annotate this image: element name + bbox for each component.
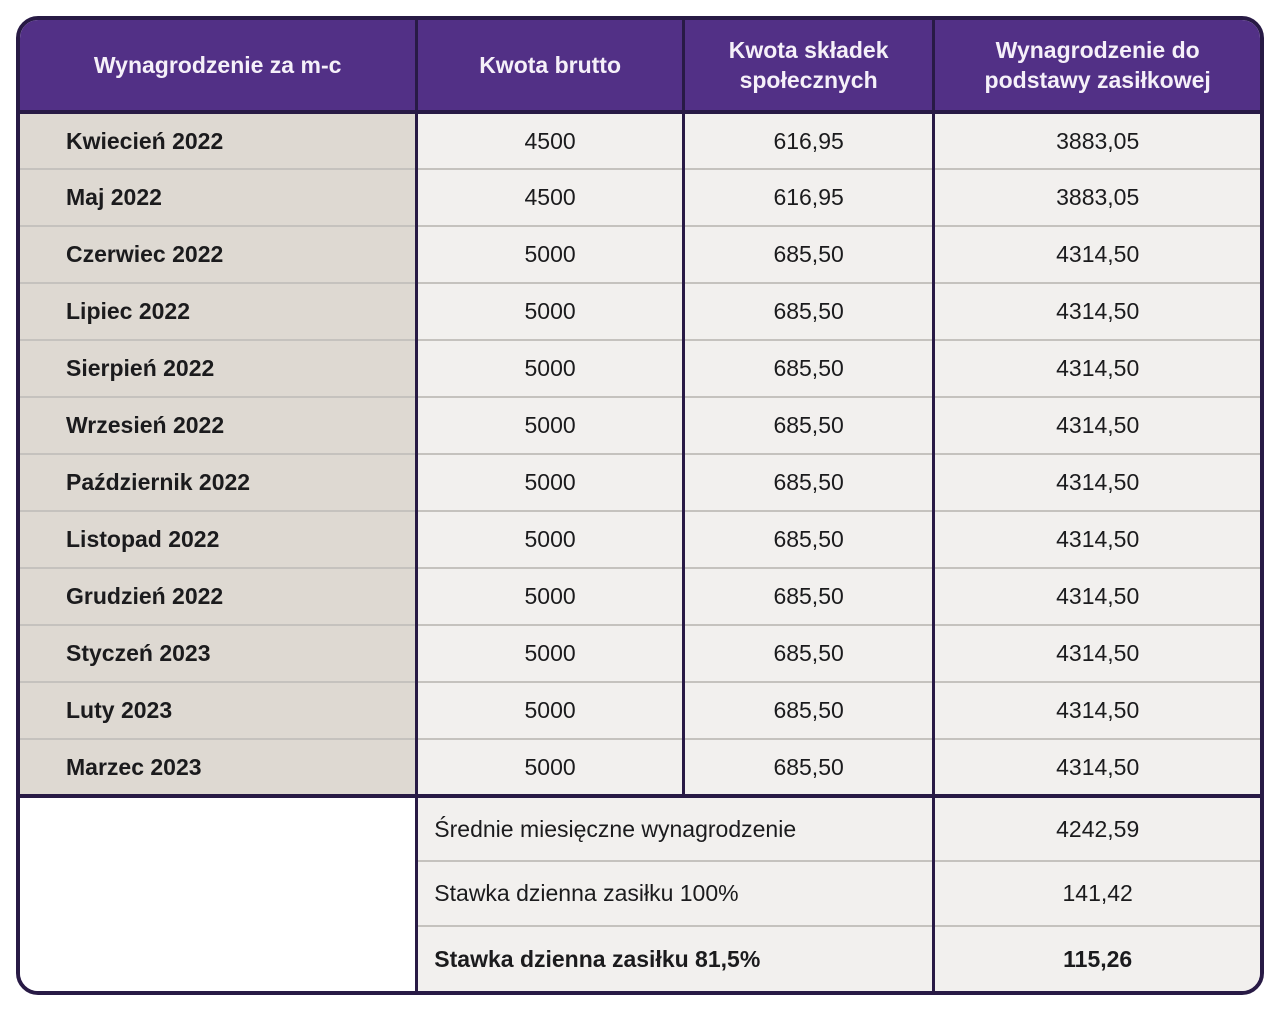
month-cell: Czerwiec 2022 <box>20 225 417 283</box>
gross-amount-cell: 5000 <box>415 624 684 682</box>
month-cell: Wrzesień 2022 <box>20 396 417 454</box>
table-row: Wrzesień 2022 5000 685,50 4314,50 <box>20 396 1260 454</box>
benefit-base-cell: 4314,50 <box>932 567 1260 625</box>
column-header-social-contributions: Kwota składek społecznych <box>681 20 934 114</box>
month-cell: Luty 2023 <box>20 681 417 739</box>
benefit-base-cell: 4314,50 <box>932 339 1260 397</box>
table-body: Kwiecień 2022 4500 616,95 3883,05 Maj 20… <box>20 112 1260 796</box>
gross-amount-cell: 5000 <box>415 339 684 397</box>
benefit-base-cell: 4314,50 <box>932 624 1260 682</box>
social-contributions-cell: 685,50 <box>681 567 934 625</box>
benefit-base-cell: 4314,50 <box>932 225 1260 283</box>
month-cell: Październik 2022 <box>20 453 417 511</box>
table-row: Lipiec 2022 5000 685,50 4314,50 <box>20 282 1260 340</box>
summary-body: Średnie miesięczne wynagrodzenie 4242,59… <box>20 794 1260 991</box>
summary-row: Stawka dzienna zasiłku 81,5% 115,26 <box>20 925 1260 991</box>
table-row: Listopad 2022 5000 685,50 4314,50 <box>20 510 1260 568</box>
social-contributions-cell: 685,50 <box>681 681 934 739</box>
month-cell: Grudzień 2022 <box>20 567 417 625</box>
benefit-base-cell: 4314,50 <box>932 396 1260 454</box>
gross-amount-cell: 5000 <box>415 225 684 283</box>
table-row: Styczeń 2023 5000 685,50 4314,50 <box>20 624 1260 682</box>
summary-value: 115,26 <box>932 925 1260 991</box>
social-contributions-cell: 685,50 <box>681 624 934 682</box>
gross-amount-cell: 5000 <box>415 681 684 739</box>
month-cell: Maj 2022 <box>20 168 417 226</box>
benefit-base-cell: 4314,50 <box>932 282 1260 340</box>
gross-amount-cell: 5000 <box>415 510 684 568</box>
month-cell: Kwiecień 2022 <box>20 112 417 169</box>
table-row: Kwiecień 2022 4500 616,95 3883,05 <box>20 112 1260 169</box>
social-contributions-cell: 685,50 <box>681 225 934 283</box>
social-contributions-cell: 685,50 <box>681 339 934 397</box>
summary-label: Stawka dzienna zasiłku 81,5% <box>415 925 934 991</box>
benefit-base-cell: 4314,50 <box>932 738 1260 796</box>
table-row: Sierpień 2022 5000 685,50 4314,50 <box>20 339 1260 397</box>
gross-amount-cell: 5000 <box>415 453 684 511</box>
salary-benefit-table: Wynagrodzenie za m-c Kwota brutto Kwota … <box>16 16 1264 995</box>
table-header: Wynagrodzenie za m-c Kwota brutto Kwota … <box>20 20 1260 114</box>
month-cell: Listopad 2022 <box>20 510 417 568</box>
benefit-base-cell: 3883,05 <box>932 168 1260 226</box>
month-cell: Lipiec 2022 <box>20 282 417 340</box>
summary-value: 4242,59 <box>932 794 1260 861</box>
social-contributions-cell: 685,50 <box>681 453 934 511</box>
summary-row: Średnie miesięczne wynagrodzenie 4242,59 <box>20 794 1260 991</box>
table-row: Październik 2022 5000 685,50 4314,50 <box>20 453 1260 511</box>
social-contributions-cell: 685,50 <box>681 282 934 340</box>
month-cell: Marzec 2023 <box>20 738 417 796</box>
table-row: Maj 2022 4500 616,95 3883,05 <box>20 168 1260 226</box>
summary-label: Średnie miesięczne wynagrodzenie <box>415 794 934 861</box>
summary-label: Stawka dzienna zasiłku 100% <box>415 860 934 926</box>
summary-value: 141,42 <box>932 860 1260 926</box>
gross-amount-cell: 4500 <box>415 112 684 169</box>
benefit-base-cell: 3883,05 <box>932 112 1260 169</box>
column-header-gross-amount: Kwota brutto <box>415 20 684 114</box>
social-contributions-cell: 685,50 <box>681 396 934 454</box>
month-cell: Sierpień 2022 <box>20 339 417 397</box>
benefit-base-cell: 4314,50 <box>932 681 1260 739</box>
social-contributions-cell: 616,95 <box>681 168 934 226</box>
table: Wynagrodzenie za m-c Kwota brutto Kwota … <box>20 20 1260 991</box>
gross-amount-cell: 5000 <box>415 567 684 625</box>
table-row: Grudzień 2022 5000 685,50 4314,50 <box>20 567 1260 625</box>
month-cell: Styczeń 2023 <box>20 624 417 682</box>
column-header-month: Wynagrodzenie za m-c <box>20 20 417 114</box>
gross-amount-cell: 5000 <box>415 396 684 454</box>
benefit-base-cell: 4314,50 <box>932 453 1260 511</box>
table-row: Marzec 2023 5000 685,50 4314,50 <box>20 738 1260 796</box>
header-row: Wynagrodzenie za m-c Kwota brutto Kwota … <box>20 20 1260 114</box>
social-contributions-cell: 616,95 <box>681 112 934 169</box>
table-row: Luty 2023 5000 685,50 4314,50 <box>20 681 1260 739</box>
benefit-base-cell: 4314,50 <box>932 510 1260 568</box>
social-contributions-cell: 685,50 <box>681 510 934 568</box>
gross-amount-cell: 5000 <box>415 282 684 340</box>
social-contributions-cell: 685,50 <box>681 738 934 796</box>
table-row: Czerwiec 2022 5000 685,50 4314,50 <box>20 225 1260 283</box>
column-header-benefit-base: Wynagrodzenie do podstawy zasiłkowej <box>932 20 1260 114</box>
gross-amount-cell: 4500 <box>415 168 684 226</box>
summary-row: Stawka dzienna zasiłku 100% 141,42 <box>20 860 1260 926</box>
empty-cell <box>20 794 417 991</box>
gross-amount-cell: 5000 <box>415 738 684 796</box>
